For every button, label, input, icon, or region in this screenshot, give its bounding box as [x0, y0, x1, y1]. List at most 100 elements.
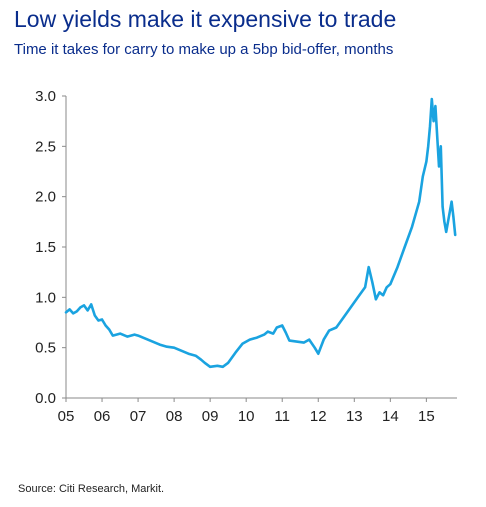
- data-point: [126, 335, 129, 338]
- data-point: [421, 175, 424, 178]
- source-note: Source: Citi Research, Markit.: [18, 483, 165, 495]
- data-point: [322, 338, 325, 341]
- data-point: [83, 304, 85, 307]
- data-point: [90, 303, 93, 306]
- data-point: [173, 346, 175, 349]
- data-point: [203, 361, 206, 364]
- chart-series: [64, 97, 457, 369]
- data-point: [295, 340, 298, 343]
- x-tick-label: 07: [130, 408, 147, 425]
- data-point: [439, 145, 442, 148]
- y-tick-label: 2.0: [35, 189, 56, 206]
- y-tick-label: 1.0: [35, 289, 56, 306]
- data-point: [436, 135, 438, 138]
- data-point: [263, 333, 266, 336]
- data-point: [429, 125, 431, 127]
- data-point: [430, 98, 433, 100]
- x-tick-label: 12: [310, 408, 327, 425]
- data-point: [438, 165, 440, 168]
- data-point: [378, 291, 381, 294]
- chart-axes: [62, 95, 457, 402]
- data-point: [97, 319, 100, 322]
- series-line: [64, 97, 457, 369]
- data-point: [68, 308, 71, 311]
- data-point: [221, 365, 224, 368]
- data-point: [104, 324, 107, 327]
- x-tick-label: 15: [418, 408, 435, 425]
- y-tick-label: 2.5: [35, 138, 56, 155]
- data-point: [86, 309, 89, 312]
- data-point: [65, 311, 67, 314]
- data-point: [79, 306, 82, 309]
- data-point: [349, 306, 352, 309]
- data-point: [108, 328, 111, 331]
- data-point: [454, 234, 456, 236]
- data-point: [288, 339, 291, 342]
- data-point: [313, 346, 316, 349]
- data-point: [396, 266, 399, 268]
- chart-subtitle: Time it takes for carry to make up a 5bp…: [14, 41, 394, 58]
- data-point: [452, 216, 455, 218]
- data-point: [234, 351, 237, 354]
- x-tick-label: 14: [382, 408, 399, 425]
- data-point: [385, 286, 388, 289]
- data-point: [137, 334, 139, 337]
- y-tick-label: 0.5: [35, 340, 56, 357]
- y-tick-label: 1.5: [35, 239, 56, 256]
- x-tick-label: 05: [58, 408, 75, 425]
- data-point: [285, 331, 287, 334]
- data-point: [158, 343, 161, 346]
- data-point: [241, 342, 244, 345]
- data-point: [272, 332, 275, 335]
- data-point: [450, 200, 453, 203]
- data-point: [187, 352, 190, 355]
- data-point: [101, 318, 103, 321]
- tick-labels: 0.0 0.5 1.0 1.5 2.0 2.5 3.0 05 06 07 08 09 10 11 12 13 1…: [35, 88, 435, 425]
- data-point: [342, 316, 345, 319]
- data-point: [403, 246, 406, 248]
- data-point: [94, 314, 96, 317]
- data-point: [317, 352, 320, 355]
- data-point: [411, 226, 413, 228]
- data-point: [248, 338, 251, 341]
- data-point: [151, 340, 154, 343]
- chart-title: Low yields make it expensive to trade: [14, 6, 397, 32]
- data-point: [432, 120, 435, 122]
- data-point: [76, 310, 78, 313]
- data-point: [256, 336, 258, 339]
- y-tick-label: 3.0: [35, 88, 56, 105]
- data-point: [434, 105, 437, 107]
- data-point: [371, 281, 374, 284]
- data-point: [357, 296, 359, 299]
- x-tick-label: 13: [346, 408, 363, 425]
- data-point: [227, 361, 229, 364]
- data-point: [335, 326, 338, 329]
- data-point: [441, 205, 444, 208]
- data-point: [276, 326, 278, 329]
- data-point: [303, 341, 305, 344]
- data-point: [425, 160, 428, 163]
- data-point: [72, 312, 75, 315]
- data-point: [119, 332, 121, 335]
- data-point: [112, 334, 114, 337]
- data-point: [418, 200, 420, 203]
- data-point: [443, 221, 446, 223]
- data-point: [328, 329, 330, 332]
- data-point: [382, 294, 384, 297]
- data-point: [144, 337, 147, 340]
- data-point: [166, 345, 168, 348]
- data-point: [447, 221, 449, 223]
- x-tick-label: 10: [238, 408, 255, 425]
- data-point: [427, 145, 429, 148]
- data-point: [200, 358, 202, 361]
- data-point: [445, 231, 447, 233]
- data-point: [308, 338, 311, 341]
- data-point: [364, 286, 366, 289]
- data-point: [389, 283, 392, 286]
- x-tick-label: 06: [94, 408, 111, 425]
- x-tick-label: 11: [274, 408, 290, 425]
- data-point: [281, 324, 284, 327]
- data-point: [194, 354, 197, 357]
- data-point: [209, 365, 211, 368]
